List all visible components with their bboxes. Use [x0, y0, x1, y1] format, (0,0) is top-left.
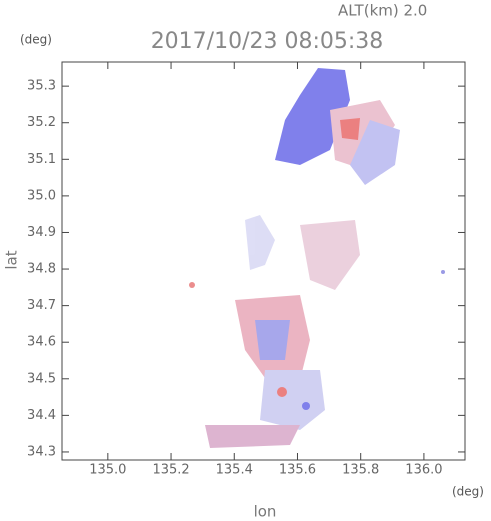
y-tick-label: 34.7 — [27, 298, 56, 313]
y-tick-label: 34.9 — [27, 225, 56, 240]
y-tick-label: 35.2 — [27, 115, 56, 130]
echo-field — [189, 68, 445, 448]
plot-frame — [61, 61, 466, 461]
y-axis-label: lat — [3, 250, 21, 269]
altitude-label: ALT(km) 2.0 — [338, 2, 427, 20]
y-tick-label: 34.4 — [27, 408, 56, 423]
y-tick-label: 35.3 — [27, 79, 56, 94]
x-tick-label: 135.0 — [89, 463, 126, 478]
x-tick-label: 135.8 — [342, 463, 379, 478]
y-tick-label: 34.5 — [27, 371, 56, 386]
x-tick-label: 135.6 — [279, 463, 316, 478]
chart-title: 2017/10/23 08:05:38 — [151, 29, 384, 54]
y-tick-label: 34.6 — [27, 335, 56, 350]
y-tick-label: 34.3 — [27, 444, 56, 459]
x-unit: (deg) — [452, 485, 484, 499]
x-tick-label: 135.2 — [152, 463, 189, 478]
y-tick-label: 35.0 — [27, 188, 56, 203]
x-tick-label: 136.0 — [405, 463, 442, 478]
y-unit: (deg) — [20, 33, 52, 47]
x-axis-label: lon — [254, 503, 277, 521]
x-tick-label: 135.4 — [216, 463, 253, 478]
y-tick-label: 35.1 — [27, 152, 56, 167]
y-tick-label: 34.8 — [27, 262, 56, 277]
